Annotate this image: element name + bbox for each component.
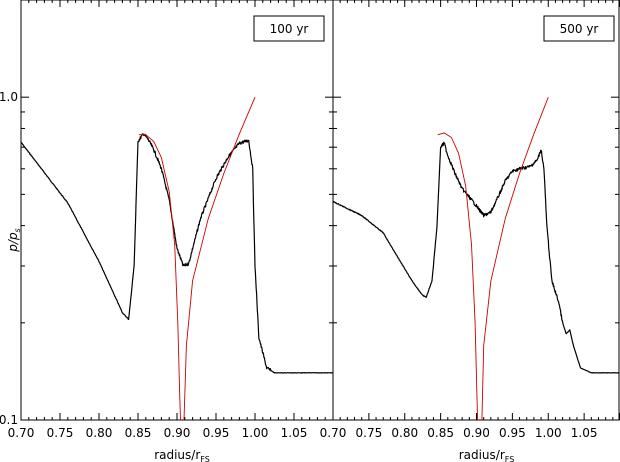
panel-500yr: 0.70 0.75 0.80 0.85 0.90 0.95 1.00 1.05 500 yr ra… [320,0,620,462]
model-curve-line [481,97,549,421]
time-annotation-box [253,15,325,42]
x-axis-label: radius/rFS [154,448,210,462]
x-tick-label: 0.80 [391,426,418,440]
panel-100yr: 0.70 0.75 0.80 0.85 0.90 0.95 1.00 1.05 0.1 1.0 10… [0,0,334,462]
model-curve-line [437,132,479,421]
y-axis-label: p/ps [6,228,22,252]
model-curve-line [183,97,256,421]
x-tick-label: 0.95 [499,426,526,440]
x-tick-label: 0.90 [164,426,191,440]
x-tick-label: 0.85 [427,426,454,440]
x-tick-label: 1.05 [571,426,598,440]
x-tick-label: 0.95 [203,426,230,440]
x-tick-label: 0.90 [463,426,490,440]
x-tick-label: 1.00 [535,426,562,440]
x-tick-label: 0.85 [125,426,152,440]
time-annotation-label: 500 yr [560,22,599,36]
time-annotation-box [543,15,615,42]
data-series-line [332,141,620,374]
x-axis-label: radius/rFS [459,448,515,462]
time-annotation-label: 100 yr [270,22,309,36]
model-curve-line [138,134,181,421]
y-tick-label: 1.0 [0,90,18,104]
x-tick-label: 0.75 [47,426,74,440]
x-tick-label: 0.80 [86,426,113,440]
plot-frame [20,0,334,421]
x-tick-label: 0.70 [8,426,35,440]
x-tick-label: 0.70 [320,426,347,440]
data-series-line [20,133,333,374]
y-tick-label: 0.1 [0,413,18,427]
x-tick-label: 0.75 [356,426,383,440]
x-tick-label: 1.05 [281,426,308,440]
x-tick-label: 1.00 [242,426,269,440]
